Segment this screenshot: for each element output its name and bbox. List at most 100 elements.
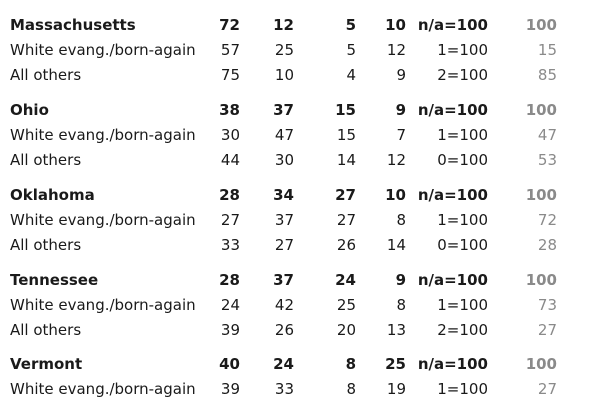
subgroup-row: All others 39 26 20 13 2=100 27: [0, 318, 600, 342]
col-4-value: 14: [386, 236, 406, 254]
col-4-value: 9: [396, 66, 406, 84]
col-2-value: 12: [273, 16, 294, 34]
col-4-value: 25: [385, 355, 406, 373]
col-3-value: 27: [336, 211, 356, 229]
total-value: 1=100: [437, 211, 488, 229]
total-value: 1=100: [437, 296, 488, 314]
col-4-value: 10: [385, 16, 406, 34]
share-value: 85: [537, 66, 557, 84]
subgroup-row: White evang./born-again 30 47 15 7 1=100 47: [0, 123, 600, 147]
subgroup-label: White evang./born-again: [10, 41, 196, 59]
share-value: 73: [537, 296, 557, 314]
subgroup-label: White evang./born-again: [10, 211, 196, 229]
share-value: 100: [525, 271, 557, 289]
col-3-value: 5: [346, 41, 356, 59]
col-2-value: 24: [273, 355, 294, 373]
col-2-value: 42: [274, 296, 294, 314]
col-1-value: 39: [220, 321, 240, 339]
col-1-value: 30: [220, 126, 240, 144]
col-2-value: 47: [274, 126, 294, 144]
col-4-value: 12: [386, 151, 406, 169]
subgroup-row: All others 33 27 26 14 0=100 28: [0, 233, 600, 257]
col-1-value: 39: [220, 380, 240, 398]
share-value: 15: [537, 41, 557, 59]
col-1-value: 28: [219, 186, 240, 204]
state-row: Vermont 40 24 8 25 n/a=100 100: [0, 352, 600, 376]
col-3-value: 25: [336, 296, 356, 314]
subgroup-row: All others 44 30 14 12 0=100 53: [0, 148, 600, 172]
total-value: n/a=100: [417, 186, 488, 204]
col-4-value: 12: [386, 41, 406, 59]
col-1-value: 72: [219, 16, 240, 34]
col-3-value: 15: [336, 126, 356, 144]
total-value: n/a=100: [417, 355, 488, 373]
col-4-value: 19: [386, 380, 406, 398]
col-3-value: 8: [345, 355, 356, 373]
col-4-value: 9: [395, 101, 406, 119]
subgroup-label: White evang./born-again: [10, 126, 196, 144]
total-value: 1=100: [437, 41, 488, 59]
share-value: 27: [537, 321, 557, 339]
col-4-value: 7: [396, 126, 406, 144]
share-value: 100: [525, 355, 557, 373]
col-2-value: 37: [274, 211, 294, 229]
total-value: 0=100: [437, 151, 488, 169]
col-1-value: 57: [220, 41, 240, 59]
col-3-value: 4: [346, 66, 356, 84]
subgroup-row: White evang./born-again 39 33 8 19 1=100 27: [0, 377, 600, 401]
share-value: 28: [537, 236, 557, 254]
share-value: 100: [525, 186, 557, 204]
subgroup-row: White evang./born-again 24 42 25 8 1=100 73: [0, 293, 600, 317]
share-value: 47: [537, 126, 557, 144]
col-1-value: 28: [219, 271, 240, 289]
share-value: 72: [537, 211, 557, 229]
col-2-value: 34: [273, 186, 294, 204]
col-1-value: 33: [220, 236, 240, 254]
col-3-value: 20: [336, 321, 356, 339]
total-value: n/a=100: [417, 271, 488, 289]
total-value: 2=100: [437, 66, 488, 84]
col-3-value: 26: [336, 236, 356, 254]
col-3-value: 24: [335, 271, 356, 289]
col-3-value: 14: [336, 151, 356, 169]
state-name: Massachusetts: [10, 16, 136, 34]
col-2-value: 33: [274, 380, 294, 398]
col-1-value: 27: [220, 211, 240, 229]
col-4-value: 8: [396, 296, 406, 314]
col-4-value: 8: [396, 211, 406, 229]
state-name: Tennessee: [10, 271, 99, 289]
state-row: Massachusetts 72 12 5 10 n/a=100 100: [0, 13, 600, 37]
share-value: 27: [537, 380, 557, 398]
share-value: 53: [537, 151, 557, 169]
col-1-value: 75: [220, 66, 240, 84]
col-2-value: 37: [273, 101, 294, 119]
total-value: n/a=100: [417, 101, 488, 119]
col-4-value: 13: [386, 321, 406, 339]
subgroup-label: White evang./born-again: [10, 380, 196, 398]
col-4-value: 10: [385, 186, 406, 204]
subgroup-label: All others: [10, 321, 82, 339]
subgroup-row: All others 75 10 4 9 2=100 85: [0, 63, 600, 87]
col-2-value: 27: [274, 236, 294, 254]
col-4-value: 9: [395, 271, 406, 289]
subgroup-label: All others: [10, 236, 82, 254]
subgroup-label: All others: [10, 151, 82, 169]
state-name: Vermont: [10, 355, 83, 373]
total-value: 1=100: [437, 126, 488, 144]
share-value: 100: [525, 101, 557, 119]
col-1-value: 40: [219, 355, 240, 373]
col-1-value: 38: [219, 101, 240, 119]
subgroup-label: White evang./born-again: [10, 296, 196, 314]
col-2-value: 10: [274, 66, 294, 84]
col-3-value: 5: [345, 16, 356, 34]
total-value: 0=100: [437, 236, 488, 254]
total-value: 1=100: [437, 380, 488, 398]
subgroup-row: White evang./born-again 27 37 27 8 1=100 72: [0, 208, 600, 232]
col-1-value: 44: [220, 151, 240, 169]
state-name: Oklahoma: [10, 186, 95, 204]
col-3-value: 15: [335, 101, 356, 119]
subgroup-label: All others: [10, 66, 82, 84]
share-value: 100: [525, 16, 557, 34]
subgroup-row: White evang./born-again 57 25 5 12 1=100 15: [0, 38, 600, 62]
col-2-value: 37: [273, 271, 294, 289]
